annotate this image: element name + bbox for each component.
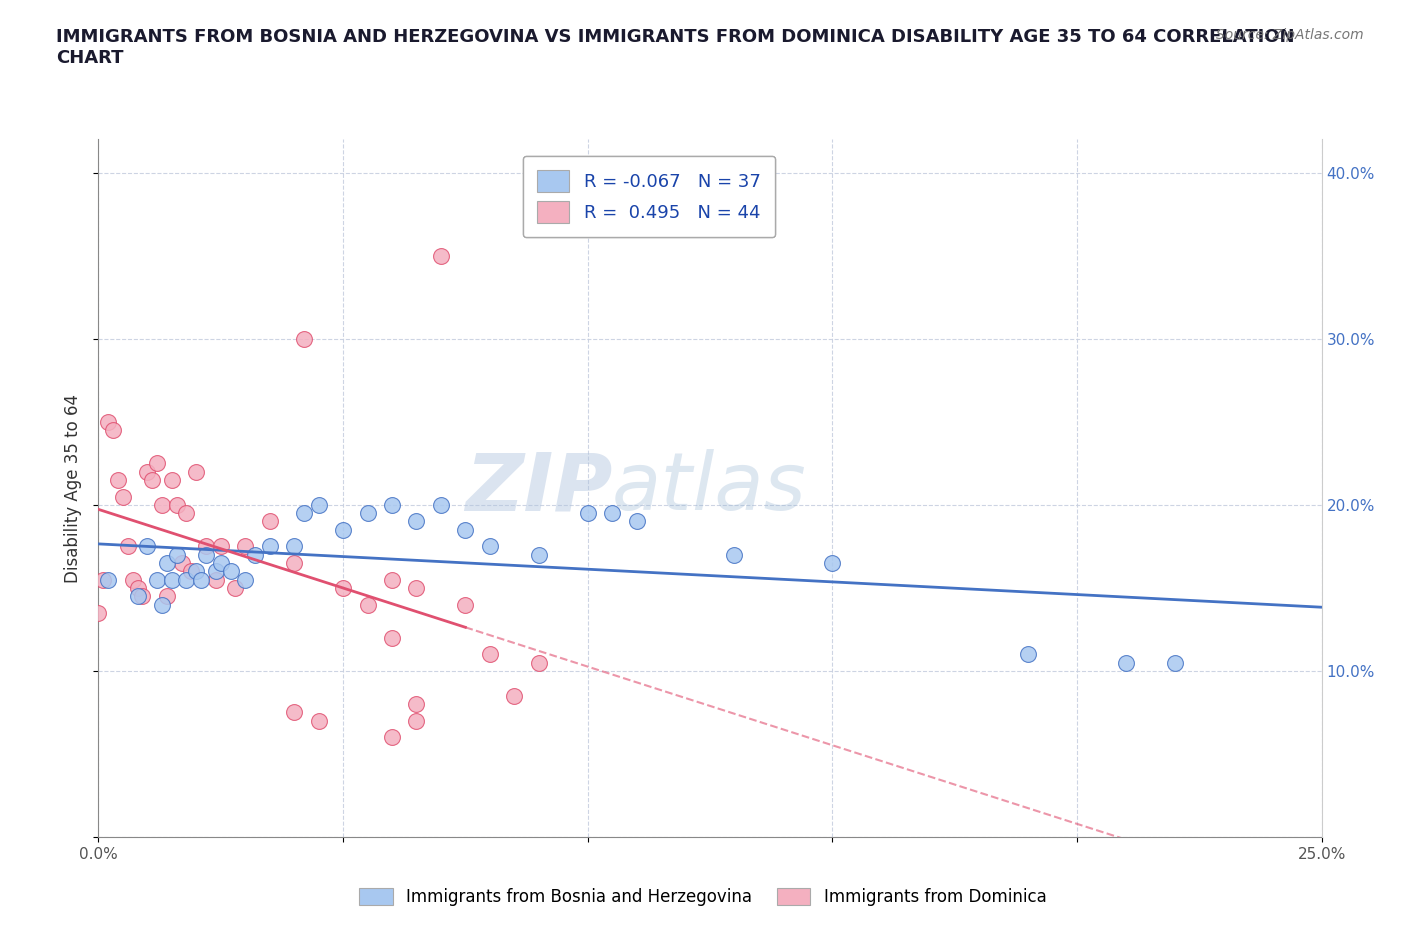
Point xyxy=(454,597,477,612)
Point xyxy=(1164,656,1187,671)
Point xyxy=(600,506,623,521)
Point xyxy=(308,713,330,728)
Point xyxy=(454,523,477,538)
Point xyxy=(405,713,427,728)
Point xyxy=(821,555,844,570)
Point xyxy=(503,688,526,703)
Point xyxy=(195,547,218,562)
Point xyxy=(160,472,183,487)
Point xyxy=(283,555,305,570)
Point xyxy=(156,555,179,570)
Point xyxy=(111,489,134,504)
Point xyxy=(170,555,193,570)
Point xyxy=(224,580,246,595)
Point xyxy=(160,572,183,587)
Point xyxy=(478,539,501,554)
Text: atlas: atlas xyxy=(612,449,807,527)
Point xyxy=(576,506,599,521)
Legend: R = -0.067   N = 37, R =  0.495   N = 44: R = -0.067 N = 37, R = 0.495 N = 44 xyxy=(523,155,775,237)
Point xyxy=(205,572,228,587)
Point xyxy=(332,523,354,538)
Point xyxy=(166,498,188,512)
Point xyxy=(478,647,501,662)
Point xyxy=(91,572,114,587)
Point xyxy=(127,589,149,604)
Point xyxy=(1017,647,1039,662)
Point xyxy=(146,456,169,471)
Point xyxy=(205,564,228,578)
Point xyxy=(136,539,159,554)
Point xyxy=(405,514,427,529)
Point xyxy=(131,589,153,604)
Point xyxy=(150,498,173,512)
Point xyxy=(97,415,120,430)
Point xyxy=(381,631,404,645)
Point xyxy=(405,580,427,595)
Point xyxy=(219,564,242,578)
Point xyxy=(195,539,218,554)
Point xyxy=(117,539,139,554)
Point xyxy=(141,472,163,487)
Point xyxy=(283,705,305,720)
Point xyxy=(166,547,188,562)
Point xyxy=(127,580,149,595)
Point xyxy=(186,564,208,578)
Point xyxy=(292,506,315,521)
Point xyxy=(356,506,378,521)
Text: IMMIGRANTS FROM BOSNIA AND HERZEGOVINA VS IMMIGRANTS FROM DOMINICA DISABILITY AG: IMMIGRANTS FROM BOSNIA AND HERZEGOVINA V… xyxy=(56,28,1295,67)
Legend: Immigrants from Bosnia and Herzegovina, Immigrants from Dominica: Immigrants from Bosnia and Herzegovina, … xyxy=(353,881,1053,912)
Point xyxy=(527,547,550,562)
Point xyxy=(156,589,179,604)
Point xyxy=(381,730,404,745)
Point xyxy=(527,656,550,671)
Point xyxy=(308,498,330,512)
Point xyxy=(146,572,169,587)
Point xyxy=(180,564,202,578)
Point xyxy=(243,547,266,562)
Point xyxy=(626,514,648,529)
Y-axis label: Disability Age 35 to 64: Disability Age 35 to 64 xyxy=(65,393,83,583)
Point xyxy=(430,248,453,263)
Point xyxy=(723,547,745,562)
Point xyxy=(209,555,232,570)
Point xyxy=(107,472,129,487)
Point xyxy=(87,605,110,620)
Text: Source: ZipAtlas.com: Source: ZipAtlas.com xyxy=(1216,28,1364,42)
Point xyxy=(292,331,315,346)
Point xyxy=(381,572,404,587)
Point xyxy=(97,572,120,587)
Point xyxy=(233,539,256,554)
Point xyxy=(356,597,378,612)
Point xyxy=(176,506,198,521)
Text: ZIP: ZIP xyxy=(465,449,612,527)
Point xyxy=(121,572,143,587)
Point xyxy=(381,498,404,512)
Point xyxy=(150,597,173,612)
Point xyxy=(430,498,453,512)
Point xyxy=(186,464,208,479)
Point xyxy=(259,514,281,529)
Point xyxy=(332,580,354,595)
Point xyxy=(190,572,212,587)
Point xyxy=(1115,656,1137,671)
Point xyxy=(209,539,232,554)
Point xyxy=(259,539,281,554)
Point xyxy=(136,464,159,479)
Point xyxy=(405,697,427,711)
Point xyxy=(176,572,198,587)
Point xyxy=(283,539,305,554)
Point xyxy=(101,422,124,438)
Point xyxy=(233,572,256,587)
